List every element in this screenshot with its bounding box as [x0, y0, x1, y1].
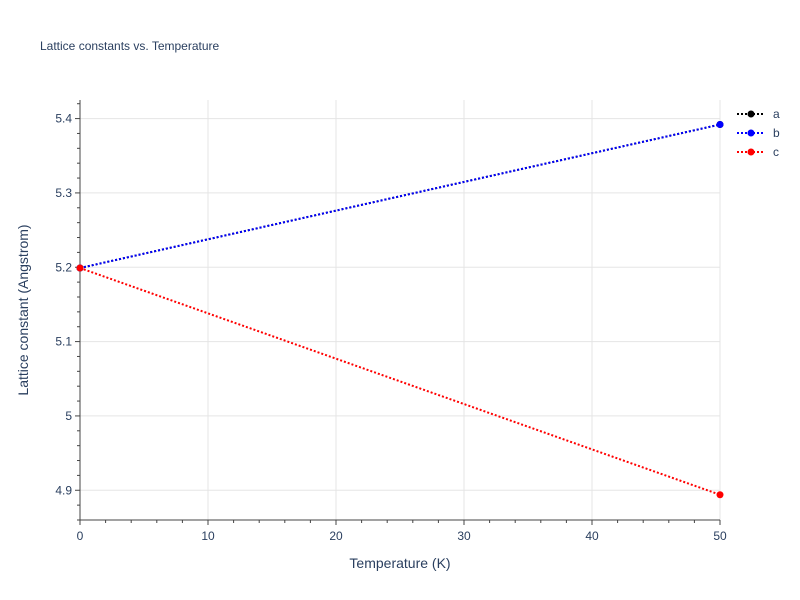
x-tick-label: 0 — [77, 529, 84, 543]
x-axis-ticks: 0 10 20 30 40 50 — [77, 520, 727, 543]
y-tick-label: 5 — [65, 409, 72, 423]
legend-label: c — [773, 145, 779, 159]
y-tick-label: 5.4 — [55, 112, 72, 126]
y-axis-ticks: 4.9 5 5.1 5.2 5.3 5.4 — [55, 103, 80, 521]
axes — [79, 100, 720, 521]
legend[interactable]: abc — [737, 107, 780, 159]
data-point-c — [716, 491, 724, 499]
x-tick-label: 10 — [201, 529, 215, 543]
legend-item-c[interactable]: c — [737, 145, 779, 159]
legend-marker — [747, 129, 755, 137]
series-line-b — [79, 123, 721, 269]
y-tick-label: 4.9 — [55, 483, 72, 497]
series — [76, 121, 724, 499]
data-point-b — [716, 121, 724, 129]
y-axis-title: Lattice constant (Angstrom) — [15, 224, 31, 395]
series-line-c — [79, 267, 721, 496]
grid — [80, 100, 721, 520]
legend-marker — [747, 148, 755, 156]
legend-marker — [747, 110, 755, 118]
chart-title: Lattice constants vs. Temperature — [40, 39, 220, 53]
x-tick-label: 20 — [329, 529, 343, 543]
legend-item-a[interactable]: a — [737, 107, 780, 121]
x-tick-label: 40 — [585, 529, 599, 543]
legend-label: b — [773, 126, 780, 140]
series-c — [76, 264, 724, 499]
x-axis-title: Temperature (K) — [349, 555, 450, 571]
legend-item-b[interactable]: b — [737, 126, 780, 140]
y-tick-label: 5.3 — [55, 186, 72, 200]
x-tick-label: 30 — [457, 529, 471, 543]
data-point-c — [76, 264, 84, 272]
x-tick-label: 50 — [713, 529, 727, 543]
y-tick-label: 5.1 — [55, 335, 72, 349]
legend-label: a — [773, 107, 780, 121]
y-tick-label: 5.2 — [55, 260, 72, 274]
